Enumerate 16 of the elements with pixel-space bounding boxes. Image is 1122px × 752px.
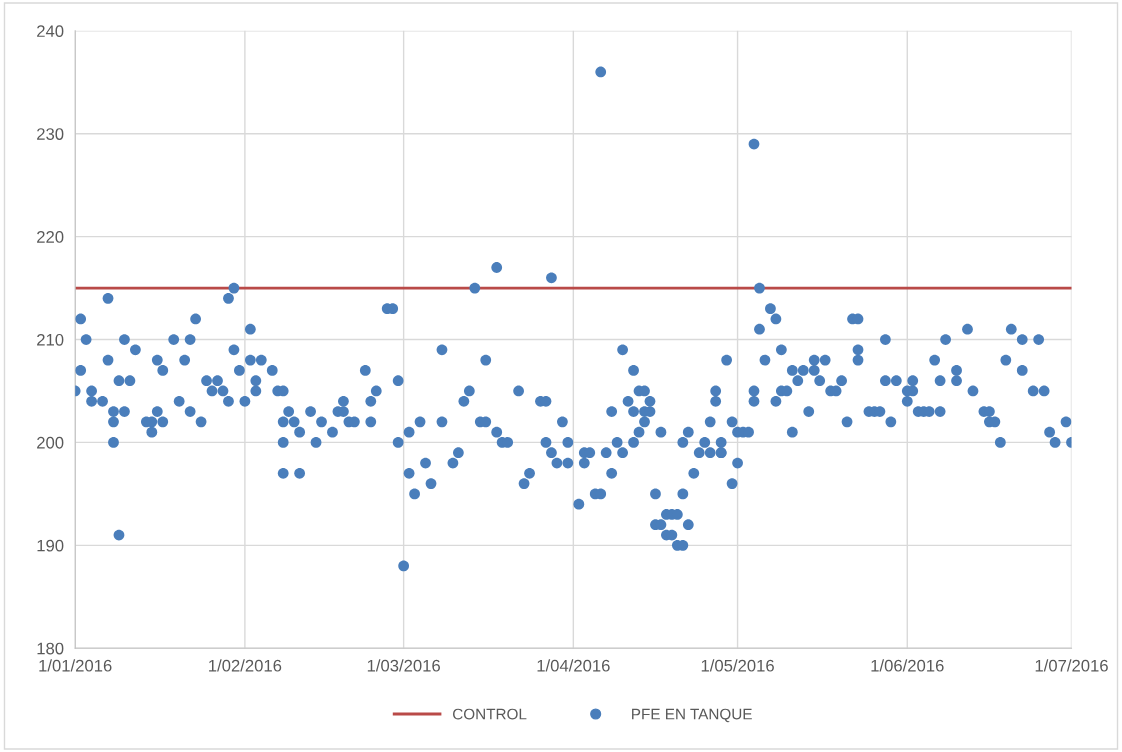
- x-tick-label: 1/06/2016: [871, 659, 944, 672]
- legend-label: PFE EN TANQUE: [632, 708, 752, 723]
- y-tick-label: 180: [37, 642, 64, 655]
- x-tick-label: 1/03/2016: [367, 659, 440, 672]
- y-tick-label: 240: [37, 25, 64, 38]
- y-tick-label: 210: [37, 333, 64, 346]
- x-tick-label: 1/04/2016: [537, 659, 610, 672]
- x-tick-label: 1/05/2016: [701, 659, 774, 672]
- x-tick-label: 1/02/2016: [209, 659, 282, 672]
- y-tick-label: 230: [37, 128, 64, 140]
- x-tick-label: 1/01/2016: [39, 659, 112, 672]
- y-tick-label: 190: [37, 539, 64, 552]
- y-tick-label: 220: [37, 231, 64, 243]
- x-tick-label: 1/07/2016: [1035, 659, 1108, 672]
- y-tick-label: 200: [37, 436, 64, 449]
- legend-label: CONTROL: [453, 708, 527, 720]
